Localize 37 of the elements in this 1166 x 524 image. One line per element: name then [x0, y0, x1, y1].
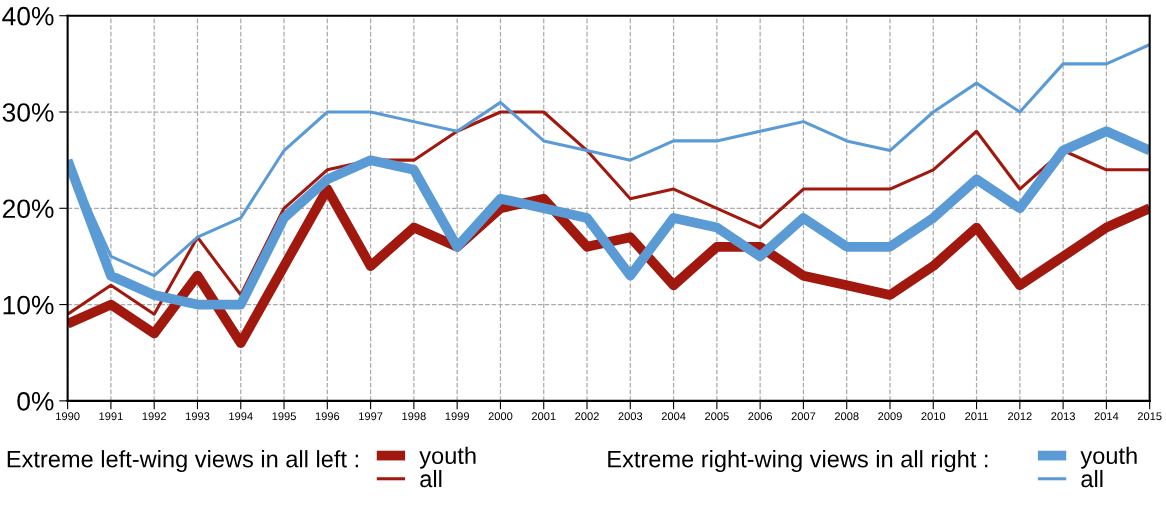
x-tick-label: 2001 — [531, 412, 556, 421]
x-tick-label: 2013 — [1051, 412, 1075, 421]
x-tick-label: 2002 — [575, 412, 599, 421]
y-tick-label: 40% — [2, 6, 54, 26]
text: Extreme right-wing views in all right : — [608, 450, 988, 473]
x-tick-label: 2014 — [1094, 412, 1119, 421]
x-tick-label: 2005 — [705, 412, 729, 421]
x-tick-label: 2012 — [1008, 412, 1032, 421]
x-tick-label: 1991 — [99, 412, 123, 421]
x-tick-label: 2003 — [618, 412, 643, 421]
text: Extreme left-wing views in all left : — [7, 450, 358, 473]
x-tick-label: 2015 — [1137, 412, 1162, 421]
y-tick-label: 20% — [2, 199, 54, 219]
x-tick-label: 2009 — [878, 412, 902, 421]
x-tick-label: 2011 — [965, 412, 988, 421]
x-tick-label: 2010 — [921, 412, 946, 421]
y-tick-label: 0% — [17, 391, 54, 411]
legend-label: all — [420, 469, 442, 488]
legend-label: youth — [1080, 446, 1137, 469]
x-tick-label: 1998 — [402, 412, 426, 421]
x-tick-label: 2004 — [661, 412, 686, 421]
x-tick-label: 2006 — [748, 412, 773, 421]
y-tick-label: 10% — [3, 295, 54, 315]
x-tick-label: 2007 — [791, 412, 816, 421]
x-tick-label: 1994 — [229, 412, 253, 421]
x-tick-label: 1993 — [185, 412, 210, 421]
legend-label: all — [1081, 469, 1103, 488]
x-tick-label: 2000 — [488, 412, 513, 421]
x-tick-label: 1999 — [445, 412, 469, 421]
x-tick-label: 2008 — [834, 412, 859, 421]
legend-label: youth — [419, 446, 476, 469]
x-tick-label: 1992 — [142, 412, 166, 421]
x-tick-label: 1997 — [359, 412, 383, 421]
x-tick-label: 1996 — [315, 412, 340, 421]
x-tick-label: 1990 — [56, 412, 80, 421]
y-tick-label: 30% — [2, 103, 54, 122]
x-tick-label: 1995 — [272, 412, 296, 421]
